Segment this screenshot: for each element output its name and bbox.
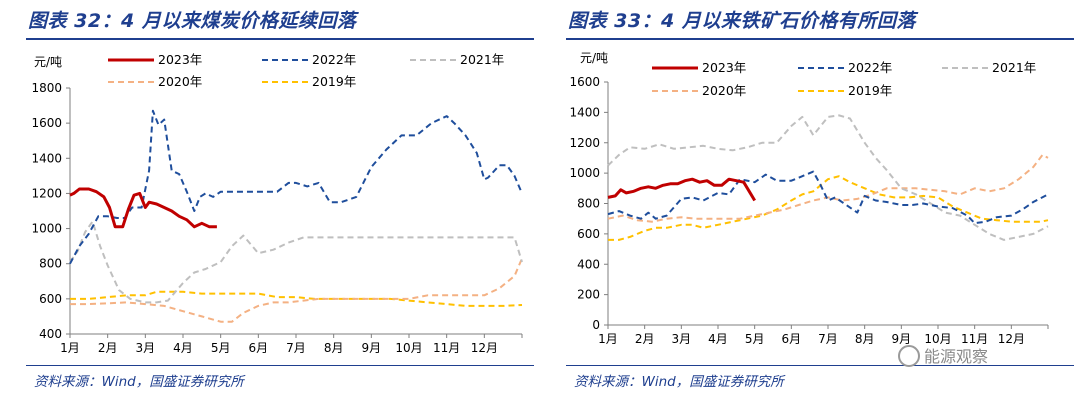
y-tick-label: 1200 — [31, 186, 62, 200]
x-tick-label: 7月 — [818, 332, 838, 346]
x-tick-label: 1月 — [60, 341, 80, 355]
y-tick-label: 800 — [39, 257, 62, 271]
x-tick-label: 12月 — [471, 341, 498, 355]
y-tick-label: 1400 — [31, 151, 62, 165]
x-tick-label: 3月 — [136, 341, 156, 355]
x-tick-label: 2月 — [98, 341, 118, 355]
x-tick-label: 5月 — [745, 332, 765, 346]
chart-title: 图表 32：4 月以来煤炭价格延续回落 — [28, 10, 357, 32]
legend-label: 2020年 — [158, 74, 202, 89]
legend-label: 2021年 — [992, 60, 1036, 75]
series-line-2020年 — [70, 258, 523, 323]
y-tick-label: 1600 — [31, 116, 62, 130]
chart-panel-iron-ore: 图表 33：4 月以来铁矿石价格有所回落 元/吨 0 200 400 600 800 100… — [540, 0, 1080, 409]
series-line-2021年 — [69, 220, 523, 304]
chart-title: 图表 33：4 月以来铁矿石价格有所回落 — [568, 10, 916, 32]
legend-label: 2020年 — [702, 83, 746, 98]
series-line-2022年 — [69, 109, 523, 265]
y-tick-label: 600 — [39, 292, 62, 306]
y-unit-label: 元/吨 — [580, 51, 608, 65]
legend-label: 2022年 — [848, 60, 892, 75]
y-tick-label: 400 — [39, 327, 62, 341]
iron-ore-price-chart: 元/吨 0 200 400 600 800 1000 1200 1400 1600 1月 2月 3月 4月… — [569, 51, 1049, 346]
x-tick-label: 10月 — [924, 332, 951, 346]
y-tick-label: 200 — [577, 288, 600, 302]
source-note: 资料来源：Wind，国盛证券研究所 — [34, 374, 244, 390]
legend-label: 2019年 — [312, 74, 356, 89]
x-tick-label: 3月 — [672, 332, 692, 346]
x-tick-label: 8月 — [324, 341, 344, 355]
series-line-2022年 — [607, 170, 1049, 225]
x-tick-label: 9月 — [362, 341, 382, 355]
source-note: 资料来源：Wind，国盛证券研究所 — [574, 374, 784, 390]
y-tick-label: 400 — [577, 257, 600, 271]
y-tick-label: 1400 — [569, 105, 600, 119]
x-tick-label: 4月 — [708, 332, 728, 346]
source-divider — [26, 365, 534, 366]
x-tick-label: 4月 — [173, 341, 193, 355]
y-unit-label: 元/吨 — [34, 55, 62, 69]
legend-label: 2022年 — [312, 52, 356, 67]
x-tick-label: 11月 — [433, 341, 460, 355]
legend-label: 2023年 — [158, 52, 202, 67]
chart-panel-coal: 图表 32：4 月以来煤炭价格延续回落 元/吨 400 600 800 1000 1200… — [26, 10, 534, 390]
x-tick-label: 2月 — [635, 332, 655, 346]
series-line-2021年 — [607, 114, 1049, 241]
watermark: 能源观察 — [898, 343, 988, 369]
x-tick-label: 5月 — [211, 341, 231, 355]
coal-price-chart: 元/吨 400 600 800 1000 1200 1400 1600 1800 1月 2月 3月 4月… — [31, 52, 523, 355]
legend-label: 2023年 — [702, 60, 746, 75]
y-tick-label: 1000 — [569, 166, 600, 180]
y-tick-label: 0 — [592, 318, 600, 332]
title-divider — [26, 38, 534, 40]
x-tick-label: 8月 — [855, 332, 875, 346]
y-tick-label: 1600 — [569, 75, 600, 89]
x-tick-label: 9月 — [892, 332, 912, 346]
watermark-text: 能源观察 — [924, 347, 989, 366]
series-line-2023年 — [69, 187, 217, 229]
x-tick-label: 1月 — [598, 332, 618, 346]
x-tick-label: 12月 — [998, 332, 1025, 346]
x-tick-label: 6月 — [782, 332, 802, 346]
legend-label: 2021年 — [460, 52, 504, 67]
y-tick-label: 1800 — [31, 81, 62, 95]
y-tick-label: 800 — [577, 197, 600, 211]
y-tick-label: 1000 — [31, 222, 62, 236]
title-divider — [566, 38, 1074, 40]
y-tick-label: 600 — [577, 227, 600, 241]
y-tick-label: 1200 — [569, 136, 600, 150]
x-tick-label: 6月 — [249, 341, 269, 355]
source-divider — [566, 365, 1074, 366]
series-line-2023年 — [607, 177, 756, 202]
legend-label: 2019年 — [848, 83, 892, 98]
wechat-logo-icon — [898, 344, 920, 367]
x-tick-label: 10月 — [395, 341, 422, 355]
series-line-2019年 — [70, 290, 523, 307]
x-tick-label: 7月 — [286, 341, 306, 355]
series-line-2020年 — [607, 153, 1049, 223]
x-tick-label: 11月 — [961, 332, 988, 346]
